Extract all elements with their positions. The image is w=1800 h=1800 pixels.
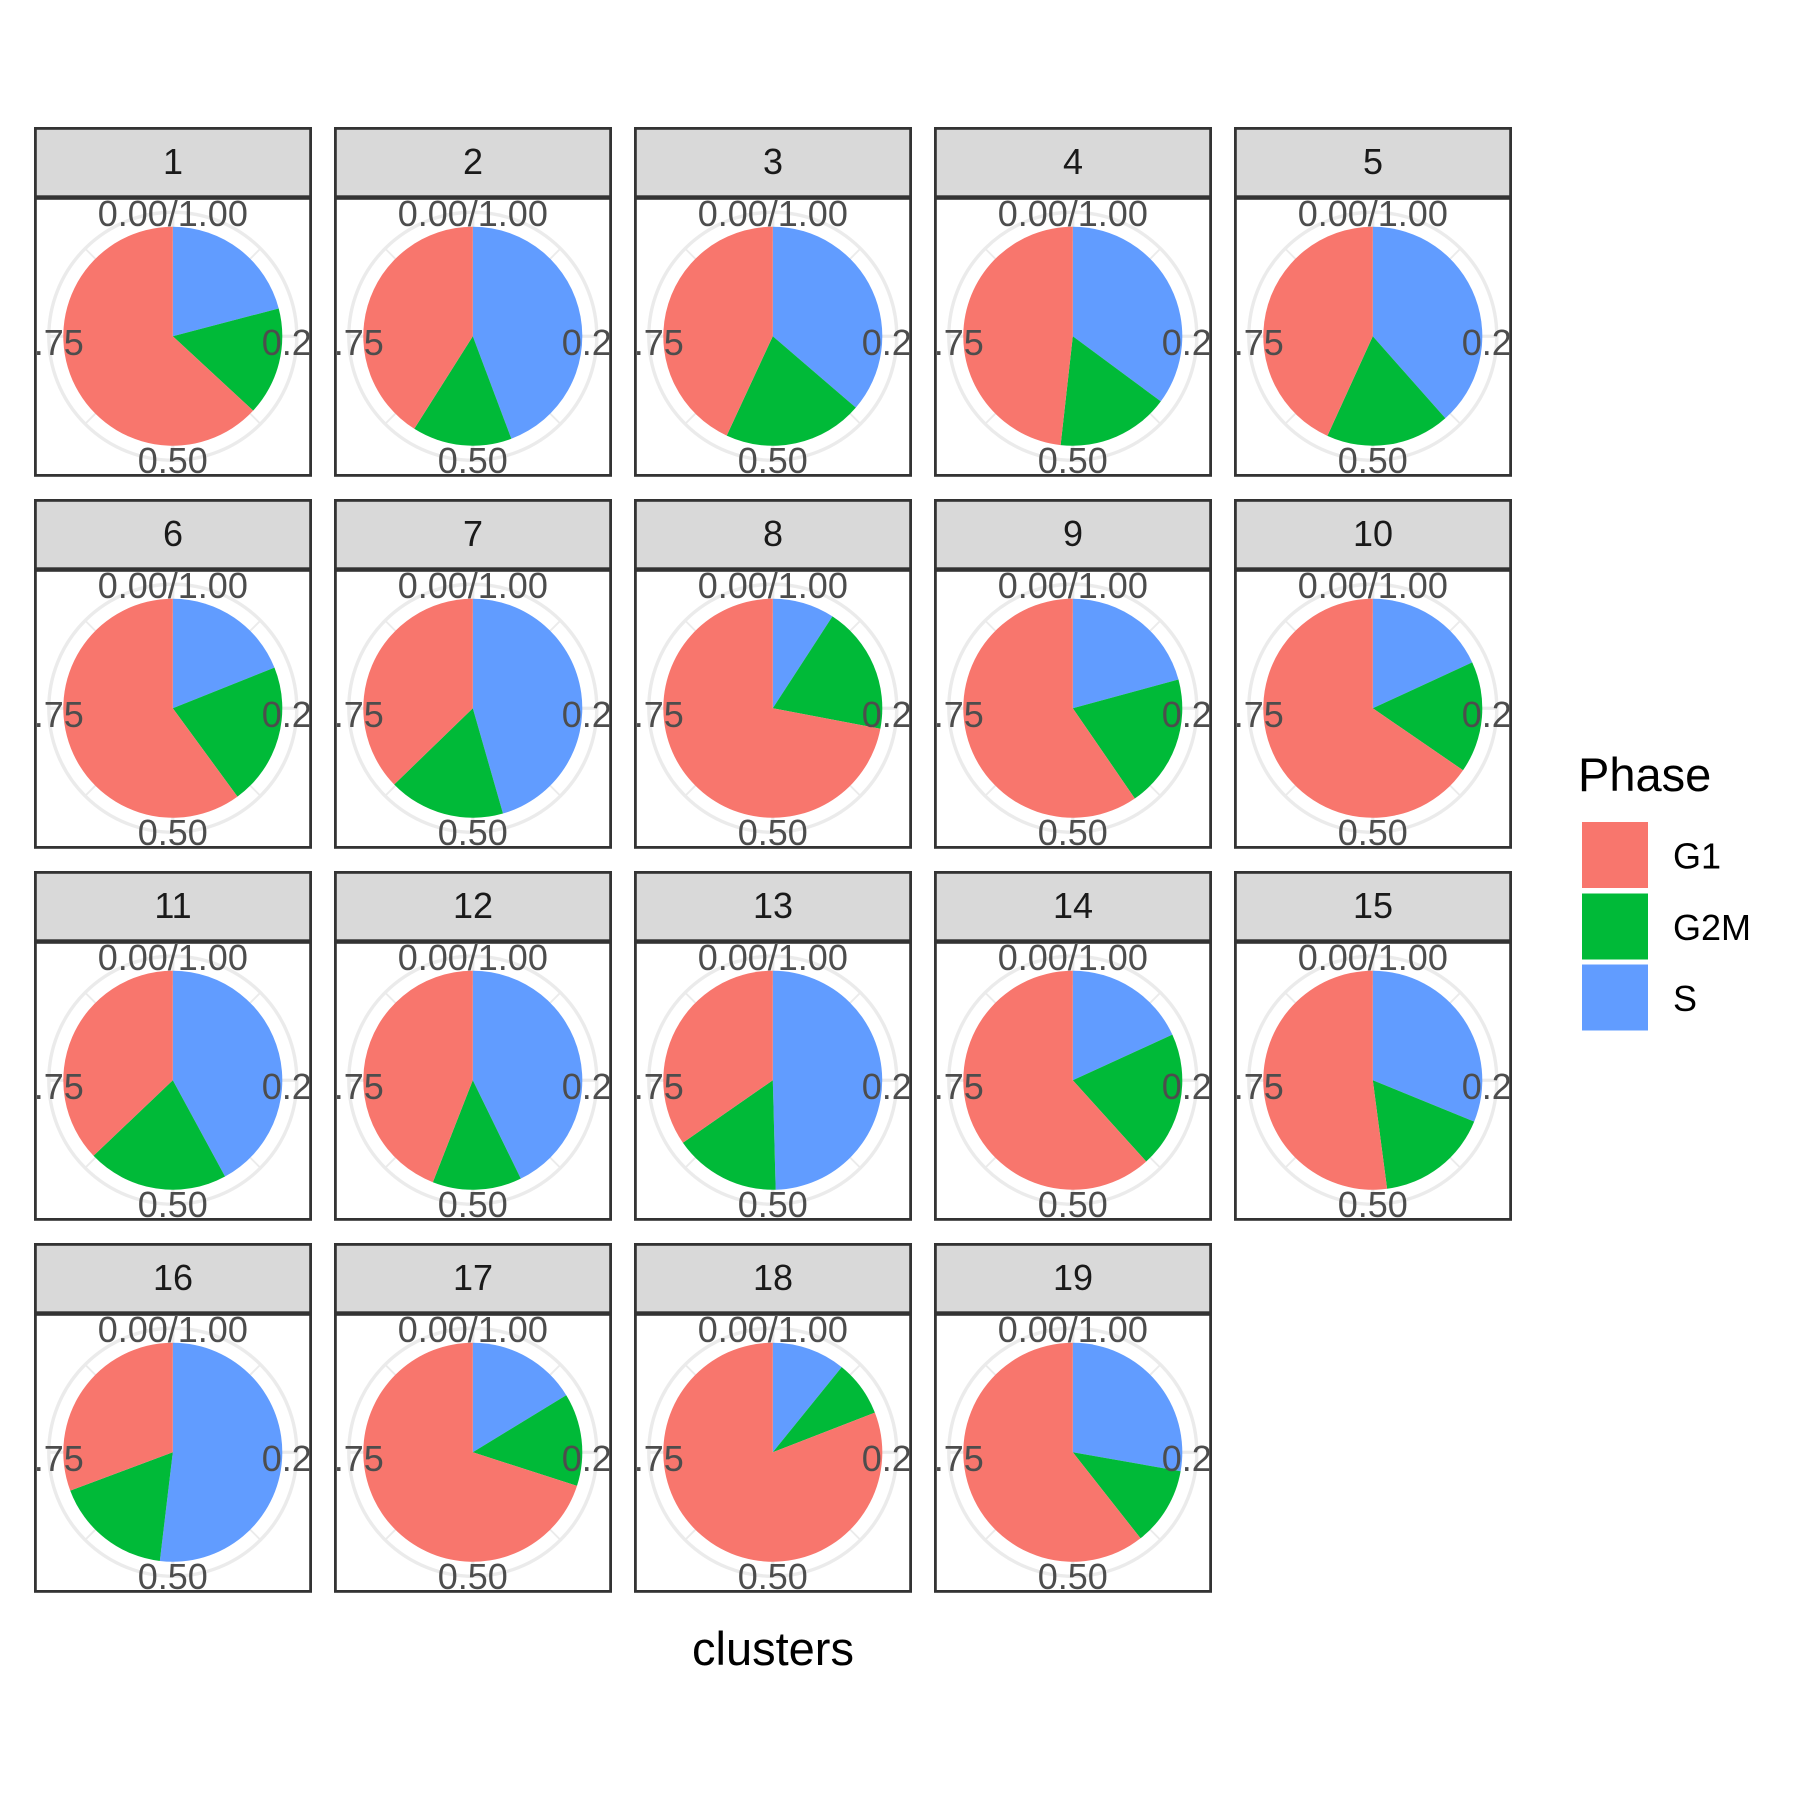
svg-text:11: 11: [154, 885, 191, 926]
svg-text:0.50: 0.50: [738, 1555, 808, 1592]
svg-text:0.50: 0.50: [438, 1555, 508, 1592]
svg-text:0.00/1.00: 0.00/1.00: [698, 1308, 848, 1349]
svg-text:19: 19: [1053, 1257, 1093, 1298]
svg-text:0.75: 0.75: [1234, 693, 1284, 734]
svg-text:0.00/1.00: 0.00/1.00: [1298, 192, 1448, 233]
svg-text:15: 15: [1353, 885, 1393, 926]
svg-text:0.25: 0.25: [862, 1437, 912, 1478]
svg-text:0.50: 0.50: [738, 811, 808, 848]
svg-text:14: 14: [1053, 885, 1093, 926]
svg-text:0.75: 0.75: [934, 321, 984, 362]
svg-text:0.25: 0.25: [562, 1437, 612, 1478]
svg-text:0.50: 0.50: [138, 1555, 208, 1592]
svg-text:0.00/1.00: 0.00/1.00: [1298, 936, 1448, 977]
svg-text:1: 1: [163, 141, 183, 182]
svg-text:0.25: 0.25: [1162, 693, 1212, 734]
svg-text:0.25: 0.25: [262, 1437, 312, 1478]
svg-text:0.75: 0.75: [334, 1437, 384, 1478]
svg-text:0.75: 0.75: [34, 693, 84, 734]
svg-text:0.25: 0.25: [262, 1065, 312, 1106]
svg-text:0.25: 0.25: [1462, 321, 1512, 362]
svg-text:0.00/1.00: 0.00/1.00: [98, 192, 248, 233]
svg-text:7: 7: [463, 513, 483, 554]
svg-text:4: 4: [1063, 141, 1083, 182]
svg-text:0.50: 0.50: [1038, 1555, 1108, 1592]
svg-text:0.00/1.00: 0.00/1.00: [998, 936, 1148, 977]
svg-text:0.00/1.00: 0.00/1.00: [398, 192, 548, 233]
svg-text:0.75: 0.75: [634, 693, 684, 734]
svg-text:0.75: 0.75: [334, 321, 384, 362]
svg-text:0.75: 0.75: [34, 1065, 84, 1106]
svg-text:0.00/1.00: 0.00/1.00: [398, 1308, 548, 1349]
svg-text:9: 9: [1063, 513, 1083, 554]
svg-text:0.25: 0.25: [1162, 1065, 1212, 1106]
svg-text:0.00/1.00: 0.00/1.00: [98, 936, 248, 977]
svg-text:0.75: 0.75: [1234, 321, 1284, 362]
svg-text:0.00/1.00: 0.00/1.00: [998, 1308, 1148, 1349]
svg-text:0.00/1.00: 0.00/1.00: [98, 564, 248, 605]
svg-text:0.50: 0.50: [1038, 811, 1108, 848]
svg-text:0.25: 0.25: [562, 693, 612, 734]
svg-text:0.50: 0.50: [138, 1183, 208, 1220]
svg-text:0.75: 0.75: [634, 321, 684, 362]
svg-text:0.75: 0.75: [934, 1065, 984, 1106]
svg-text:0.50: 0.50: [438, 1183, 508, 1220]
svg-text:0.50: 0.50: [738, 1183, 808, 1220]
svg-text:G1: G1: [1673, 836, 1721, 877]
svg-text:0.50: 0.50: [438, 811, 508, 848]
svg-text:0.50: 0.50: [1038, 1183, 1108, 1220]
svg-text:18: 18: [753, 1257, 793, 1298]
svg-text:0.50: 0.50: [738, 439, 808, 476]
svg-text:0.00/1.00: 0.00/1.00: [398, 936, 548, 977]
svg-text:Phase: Phase: [1578, 748, 1711, 801]
svg-text:0.25: 0.25: [562, 1065, 612, 1106]
svg-text:0.50: 0.50: [138, 439, 208, 476]
svg-text:0.25: 0.25: [262, 321, 312, 362]
svg-text:0.75: 0.75: [934, 693, 984, 734]
svg-text:0.75: 0.75: [634, 1065, 684, 1106]
svg-text:5: 5: [1363, 141, 1383, 182]
svg-text:2: 2: [463, 141, 483, 182]
svg-text:0.25: 0.25: [562, 321, 612, 362]
svg-text:0.00/1.00: 0.00/1.00: [998, 192, 1148, 233]
svg-text:0.25: 0.25: [862, 1065, 912, 1106]
svg-text:0.75: 0.75: [34, 321, 84, 362]
svg-text:0.50: 0.50: [1338, 811, 1408, 848]
svg-text:0.50: 0.50: [138, 811, 208, 848]
svg-text:0.25: 0.25: [862, 321, 912, 362]
svg-text:0.00/1.00: 0.00/1.00: [1298, 564, 1448, 605]
svg-text:0.00/1.00: 0.00/1.00: [698, 192, 848, 233]
svg-text:0.00/1.00: 0.00/1.00: [698, 564, 848, 605]
svg-text:0.25: 0.25: [1162, 1437, 1212, 1478]
svg-text:6: 6: [163, 513, 183, 554]
svg-text:0.75: 0.75: [334, 693, 384, 734]
svg-text:10: 10: [1353, 513, 1393, 554]
svg-text:0.25: 0.25: [1462, 1065, 1512, 1106]
svg-text:0.25: 0.25: [862, 693, 912, 734]
svg-text:8: 8: [763, 513, 783, 554]
svg-text:13: 13: [753, 885, 793, 926]
svg-text:0.50: 0.50: [1038, 439, 1108, 476]
svg-text:17: 17: [453, 1257, 493, 1298]
svg-text:0.75: 0.75: [634, 1437, 684, 1478]
svg-text:0.50: 0.50: [1338, 439, 1408, 476]
svg-text:0.75: 0.75: [334, 1065, 384, 1106]
svg-text:0.50: 0.50: [1338, 1183, 1408, 1220]
svg-text:16: 16: [153, 1257, 193, 1298]
svg-text:0.25: 0.25: [1162, 321, 1212, 362]
svg-text:0.25: 0.25: [262, 693, 312, 734]
svg-text:0.25: 0.25: [1462, 693, 1512, 734]
svg-text:0.75: 0.75: [1234, 1065, 1284, 1106]
svg-text:0.00/1.00: 0.00/1.00: [398, 564, 548, 605]
svg-text:0.00/1.00: 0.00/1.00: [98, 1308, 248, 1349]
svg-text:0.00/1.00: 0.00/1.00: [698, 936, 848, 977]
svg-text:S: S: [1673, 978, 1697, 1019]
svg-text:0.75: 0.75: [934, 1437, 984, 1478]
svg-text:3: 3: [763, 141, 783, 182]
svg-text:0.50: 0.50: [438, 439, 508, 476]
svg-text:0.75: 0.75: [34, 1437, 84, 1478]
svg-text:0.00/1.00: 0.00/1.00: [998, 564, 1148, 605]
svg-text:G2M: G2M: [1673, 907, 1751, 948]
svg-text:12: 12: [453, 885, 493, 926]
